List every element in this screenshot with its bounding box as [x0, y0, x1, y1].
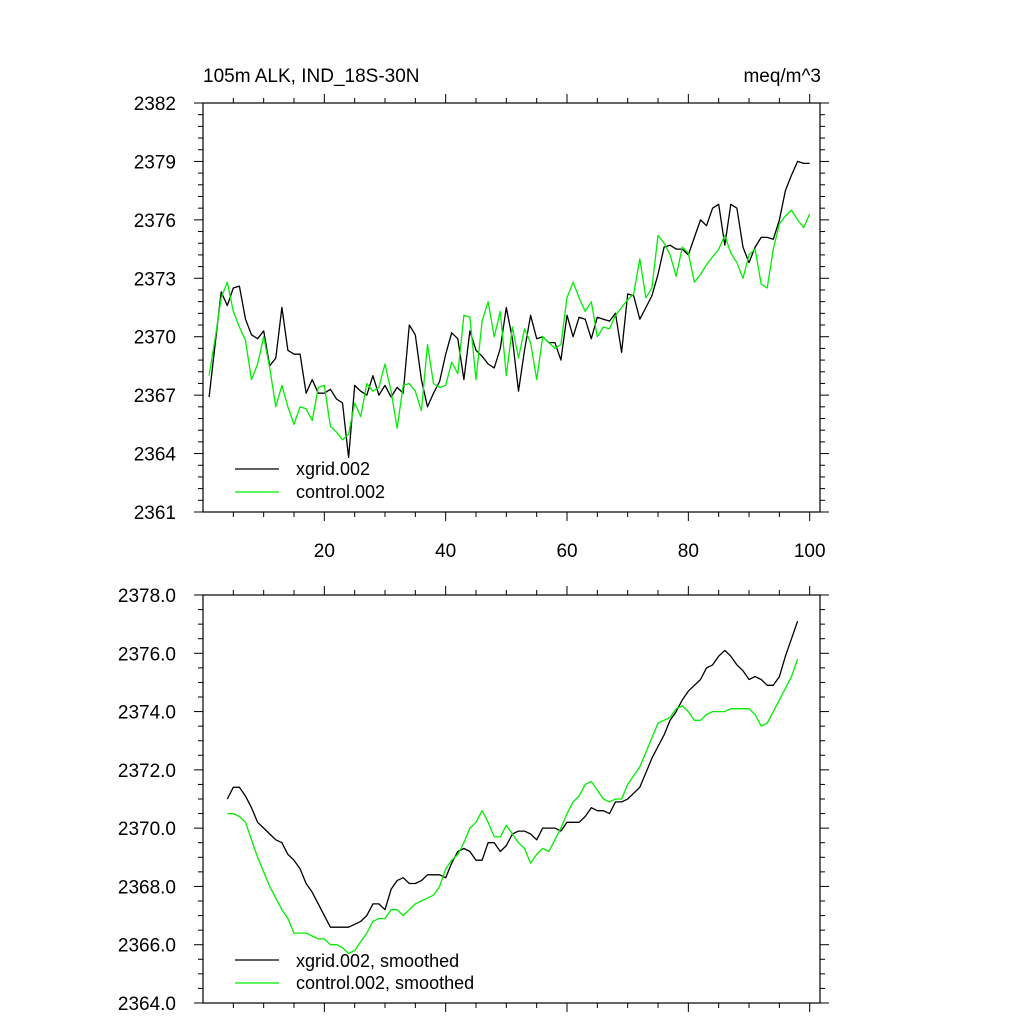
y-tick-label: 2382 [134, 94, 176, 115]
y-tick-label: 2368.0 [118, 877, 176, 898]
legend-label-xgrid: xgrid.002 [296, 459, 370, 479]
y-tick-label: 2366.0 [118, 936, 176, 957]
top-panel-units: meq/m^3 [743, 66, 821, 87]
x-tick-label: 80 [678, 541, 699, 562]
top-panel: 105m ALK, IND_18S-30N meq/m^3 2361236423… [134, 66, 829, 562]
y-tick-label: 2376.0 [118, 644, 176, 665]
top-series [208, 160, 811, 459]
legend-label-xgrid-smoothed: xgrid.002, smoothed [296, 951, 459, 971]
top-x-tick-labels: 20 40 60 80 100 [314, 541, 826, 562]
y-tick-label: 2370 [134, 328, 176, 349]
bottom-series [226, 620, 799, 955]
x-tick-label: 60 [556, 541, 577, 562]
x-tick-label: 20 [314, 541, 335, 562]
top-axis-ticks [194, 94, 829, 521]
bottom-legend: xgrid.002, smoothed control.002, smoothe… [235, 951, 474, 993]
series-line-control-002 [208, 209, 811, 441]
y-tick-label: 2379 [134, 152, 176, 173]
y-tick-label: 2361 [134, 503, 176, 524]
top-plot-frame [202, 102, 821, 513]
top-legend: xgrid.002 control.002 [235, 459, 385, 502]
top-panel-title: 105m ALK, IND_18S-30N [203, 66, 420, 87]
top-y-tick-labels: 2361 2364 2367 2370 2373 2376 2379 2382 [134, 94, 177, 524]
series-line-xgrid-002 [208, 160, 810, 459]
legend-label-control-smoothed: control.002, smoothed [296, 973, 474, 993]
y-tick-label: 2373 [134, 269, 176, 290]
y-tick-label: 2370.0 [118, 819, 176, 840]
y-tick-label: 2364 [134, 445, 177, 466]
y-tick-label: 2376 [134, 211, 176, 232]
legend-label-control: control.002 [296, 482, 385, 502]
x-tick-label: 100 [794, 541, 826, 562]
bottom-plot-frame [202, 594, 821, 1004]
bottom-axis-ticks [194, 586, 829, 1012]
x-tick-label: 40 [435, 541, 456, 562]
series-line-control-002-smoothed [227, 658, 799, 955]
bottom-y-tick-labels: 2364.0 2366.0 2368.0 2370.0 2372.0 2374.0 2376… [118, 586, 176, 1015]
bottom-panel: 2364.0 2366.0 2368.0 2370.0 2372.0 2374.0 2376… [118, 586, 829, 1015]
y-tick-label: 2372.0 [118, 761, 176, 782]
series-line-xgrid-002-smoothed [226, 620, 799, 928]
y-tick-label: 2367 [134, 386, 176, 407]
y-tick-label: 2364.0 [118, 994, 176, 1015]
y-tick-label: 2374.0 [118, 703, 176, 724]
y-tick-label: 2378.0 [118, 586, 176, 607]
